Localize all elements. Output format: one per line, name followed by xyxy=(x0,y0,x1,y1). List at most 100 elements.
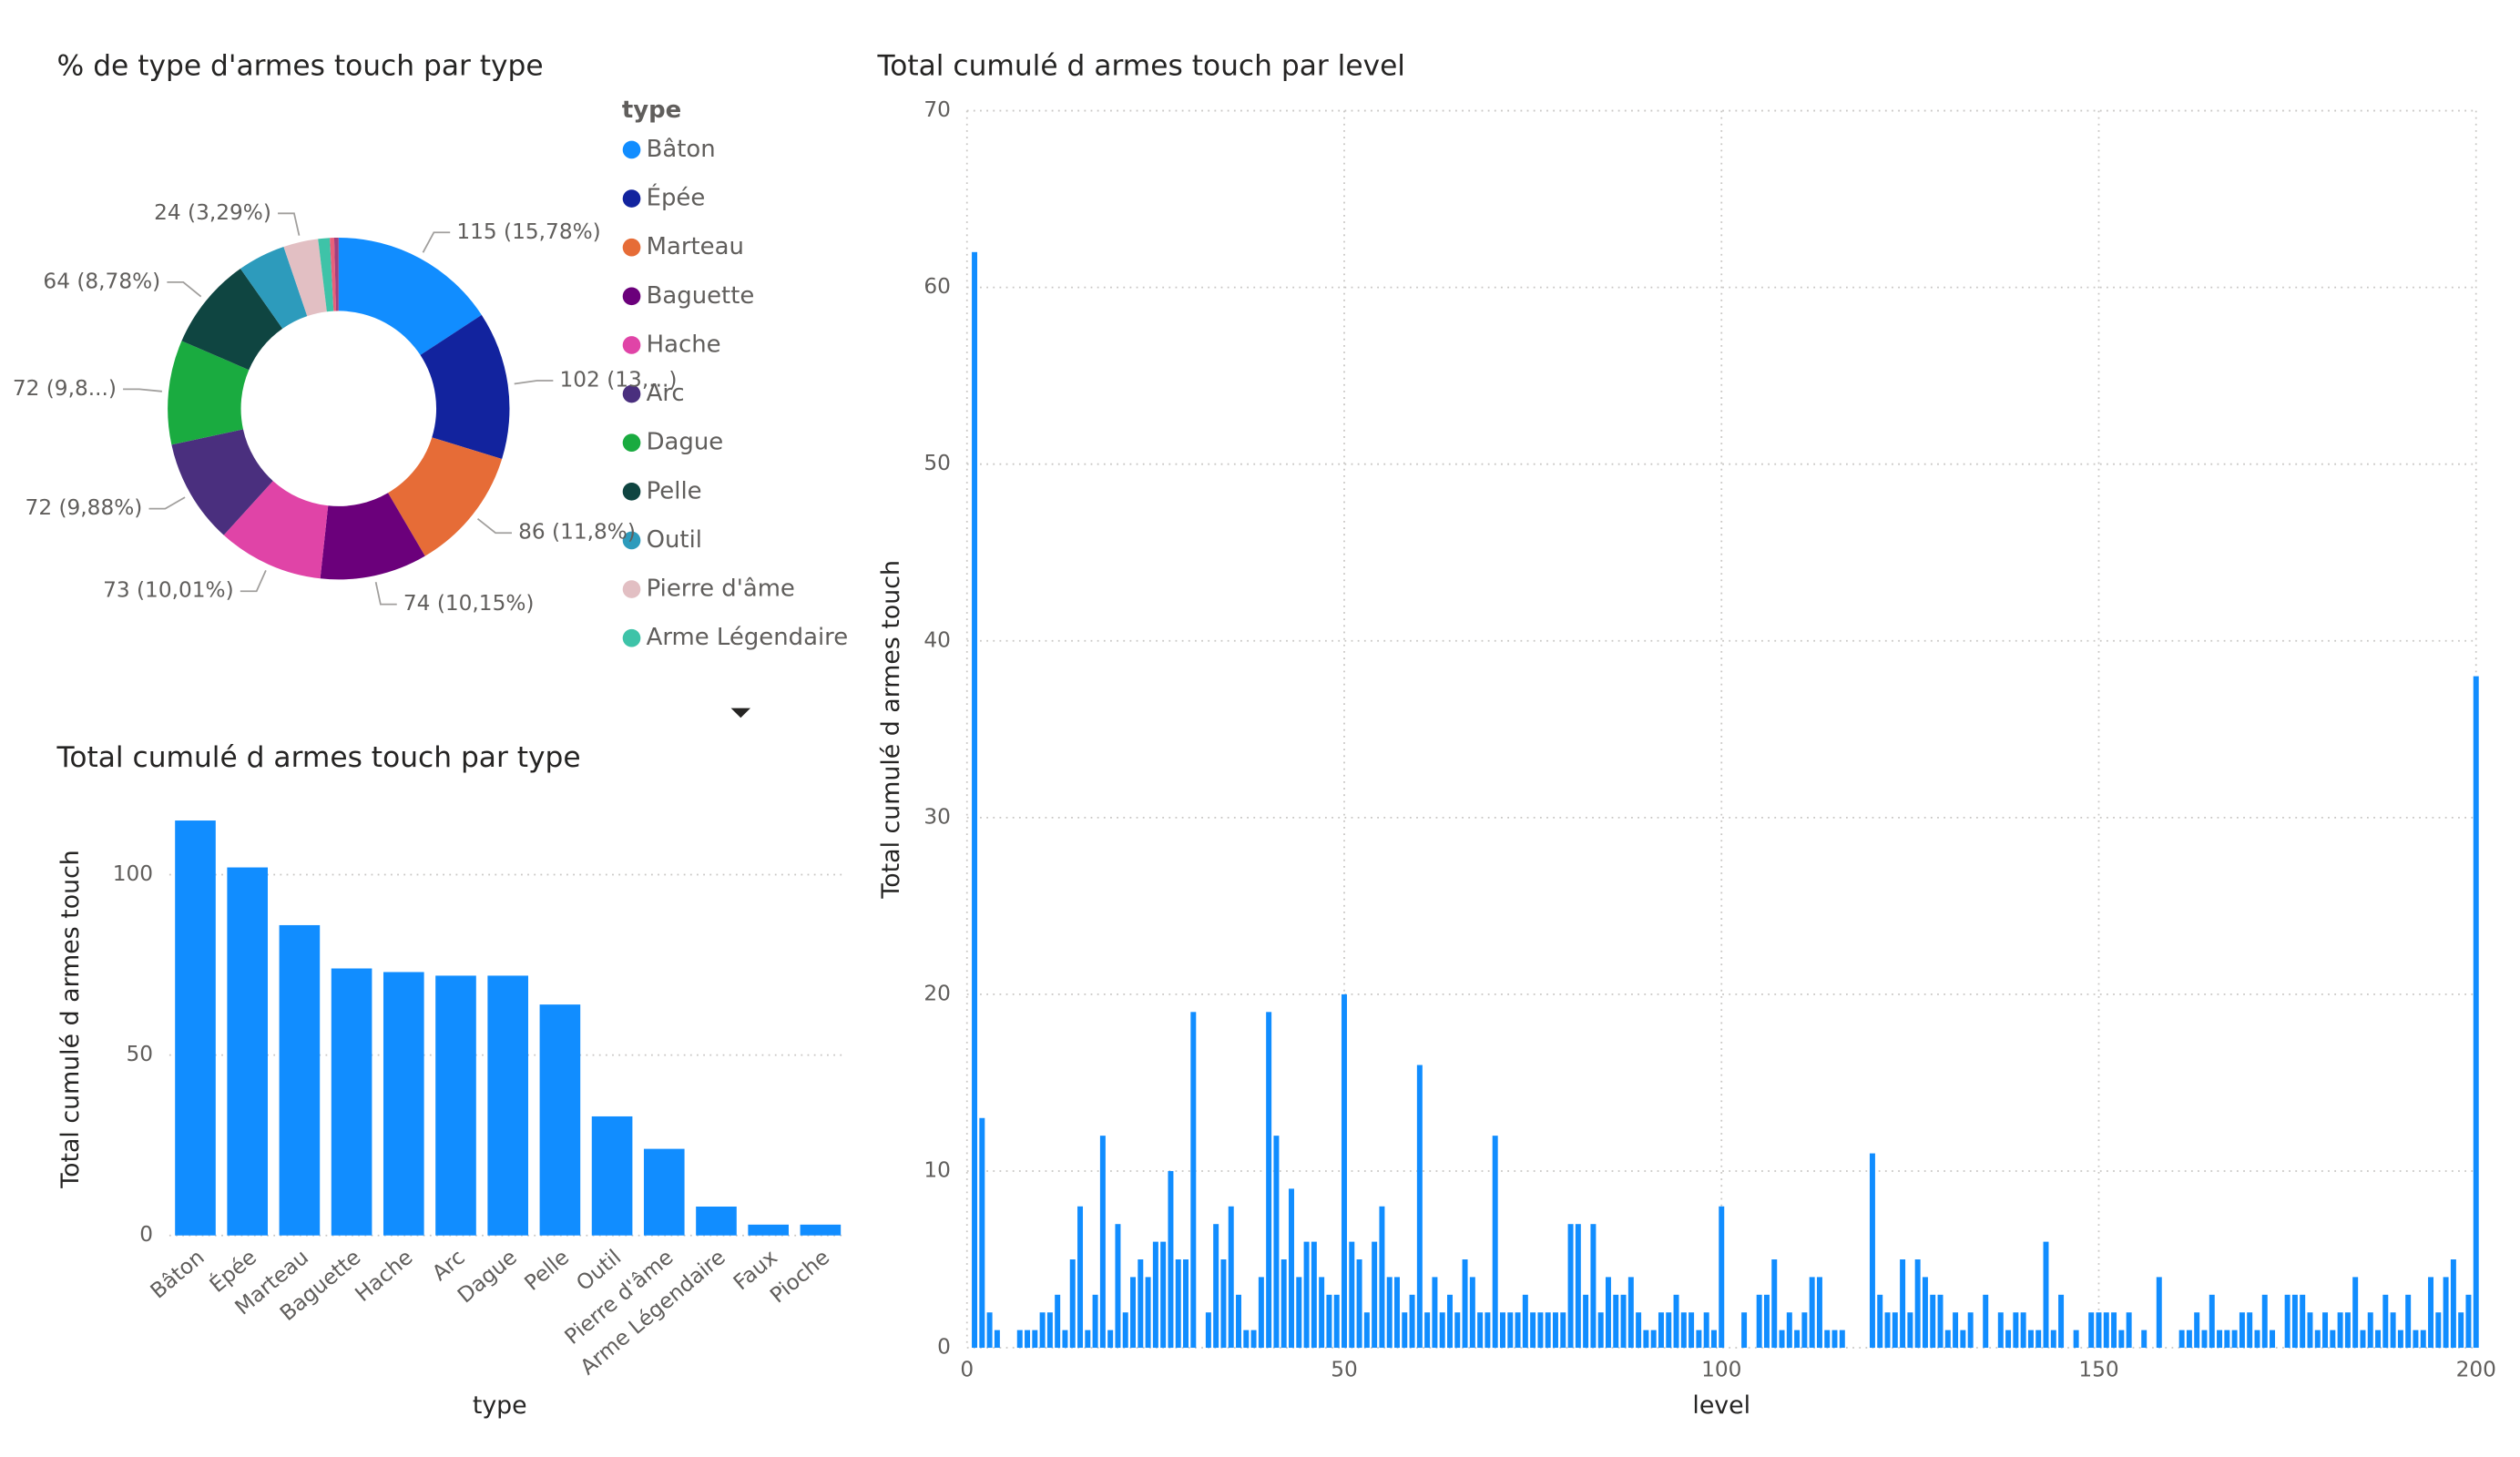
bar xyxy=(1062,1330,1068,1349)
bar xyxy=(696,1207,737,1236)
data-label: 74 (10,15%) xyxy=(403,591,535,616)
bar xyxy=(1447,1294,1453,1349)
bar xyxy=(2284,1294,2290,1349)
bar xyxy=(1342,993,1347,1349)
bar xyxy=(2118,1330,2125,1349)
bar xyxy=(2458,1312,2464,1349)
legend-marker xyxy=(622,140,641,159)
bar xyxy=(2103,1312,2109,1349)
bar xyxy=(1432,1277,1438,1349)
bar xyxy=(1462,1259,1468,1349)
bar xyxy=(1892,1312,1898,1349)
bar xyxy=(1583,1294,1589,1349)
data-label: 73 (10,01%) xyxy=(103,578,234,603)
chart-title: Total cumulé d armes touch par level xyxy=(876,49,1405,82)
legend[interactable]: Bâton Épée Marteau Baguette Hache Arc Dague Pel… xyxy=(622,136,849,749)
bar xyxy=(1756,1294,1762,1349)
bar xyxy=(2096,1312,2102,1349)
bar xyxy=(2005,1330,2012,1349)
legend-label: Hache xyxy=(647,331,721,358)
y-tick-label: 50 xyxy=(126,1042,153,1066)
bar xyxy=(1469,1277,1475,1349)
bar xyxy=(2300,1294,2306,1349)
donut-slice xyxy=(318,238,334,312)
bar xyxy=(1884,1312,1891,1349)
bar xyxy=(1055,1294,1061,1349)
legend-title: type xyxy=(622,97,681,124)
data-label: 64 (8,78%) xyxy=(43,269,160,293)
x-tick-label: 200 xyxy=(2456,1358,2496,1382)
y-tick-label: 100 xyxy=(113,861,153,886)
bar xyxy=(2194,1312,2200,1349)
bar xyxy=(2247,1312,2253,1349)
legend-label: Dague xyxy=(647,429,724,456)
bar xyxy=(1560,1312,1566,1349)
bar xyxy=(1273,1136,1280,1349)
bar xyxy=(1967,1312,1974,1349)
bar xyxy=(1673,1294,1679,1349)
legend-scroll-arrow[interactable] xyxy=(730,708,751,718)
bar xyxy=(1492,1136,1498,1349)
bar xyxy=(1409,1294,1415,1349)
donut-slice xyxy=(333,237,339,311)
bar xyxy=(2013,1312,2019,1349)
bar xyxy=(1122,1312,1128,1349)
bar xyxy=(1107,1330,1114,1349)
legend-label: Pioche xyxy=(647,721,724,749)
bar xyxy=(2375,1330,2382,1349)
bar xyxy=(1575,1224,1581,1349)
bar xyxy=(2027,1330,2034,1349)
bar xyxy=(1763,1294,1770,1349)
legend-label: Outil xyxy=(647,526,702,554)
bar xyxy=(1311,1241,1317,1349)
y-tick-label: 40 xyxy=(923,627,951,652)
legend-marker xyxy=(622,384,641,403)
bar xyxy=(2428,1277,2434,1349)
bar xyxy=(1303,1241,1310,1349)
bar xyxy=(2217,1330,2223,1349)
bar xyxy=(1771,1259,1778,1349)
bar xyxy=(2111,1312,2117,1349)
legend-marker xyxy=(622,531,641,550)
x-tick-label: 150 xyxy=(2078,1358,2118,1382)
bar xyxy=(1296,1277,1302,1349)
donut-slice xyxy=(223,481,329,579)
y-tick-label: 60 xyxy=(923,274,951,299)
bar xyxy=(986,1312,993,1349)
x-tick-label: 100 xyxy=(1701,1358,1741,1382)
legend-label: Pierre d'âme xyxy=(647,576,795,603)
bar xyxy=(2322,1312,2329,1349)
y-tick-label: 70 xyxy=(923,97,951,122)
y-axis-title: Total cumulé d armes touch xyxy=(56,850,85,1189)
bar xyxy=(1530,1312,1536,1349)
bar xyxy=(2035,1330,2042,1349)
bar xyxy=(2156,1277,2162,1349)
bar xyxy=(979,1117,985,1349)
bar xyxy=(1696,1330,1702,1349)
donut-slice xyxy=(338,237,482,355)
x-tick-label: 50 xyxy=(1331,1358,1358,1382)
leader-line xyxy=(148,496,186,510)
bar xyxy=(2261,1294,2268,1349)
bar xyxy=(1605,1277,1611,1349)
leader-line xyxy=(167,281,202,298)
bar xyxy=(1831,1330,1838,1349)
legend-marker xyxy=(622,580,641,598)
bar xyxy=(2201,1330,2208,1349)
bar xyxy=(1416,1065,1423,1349)
bar xyxy=(175,820,216,1236)
bar xyxy=(227,867,269,1236)
bar xyxy=(2126,1312,2132,1349)
bar xyxy=(2330,1330,2336,1349)
leader-line xyxy=(123,388,162,392)
bar xyxy=(2435,1312,2442,1349)
bar xyxy=(1289,1188,1294,1349)
legend-label: Pelle xyxy=(647,477,702,504)
legend-marker xyxy=(623,678,641,696)
bar xyxy=(1794,1330,1801,1349)
bar xyxy=(1877,1294,1883,1349)
data-label: 86 (11,8%) xyxy=(518,520,636,545)
bar xyxy=(1085,1330,1091,1349)
leader-line xyxy=(240,570,267,593)
bar xyxy=(1944,1330,1951,1349)
